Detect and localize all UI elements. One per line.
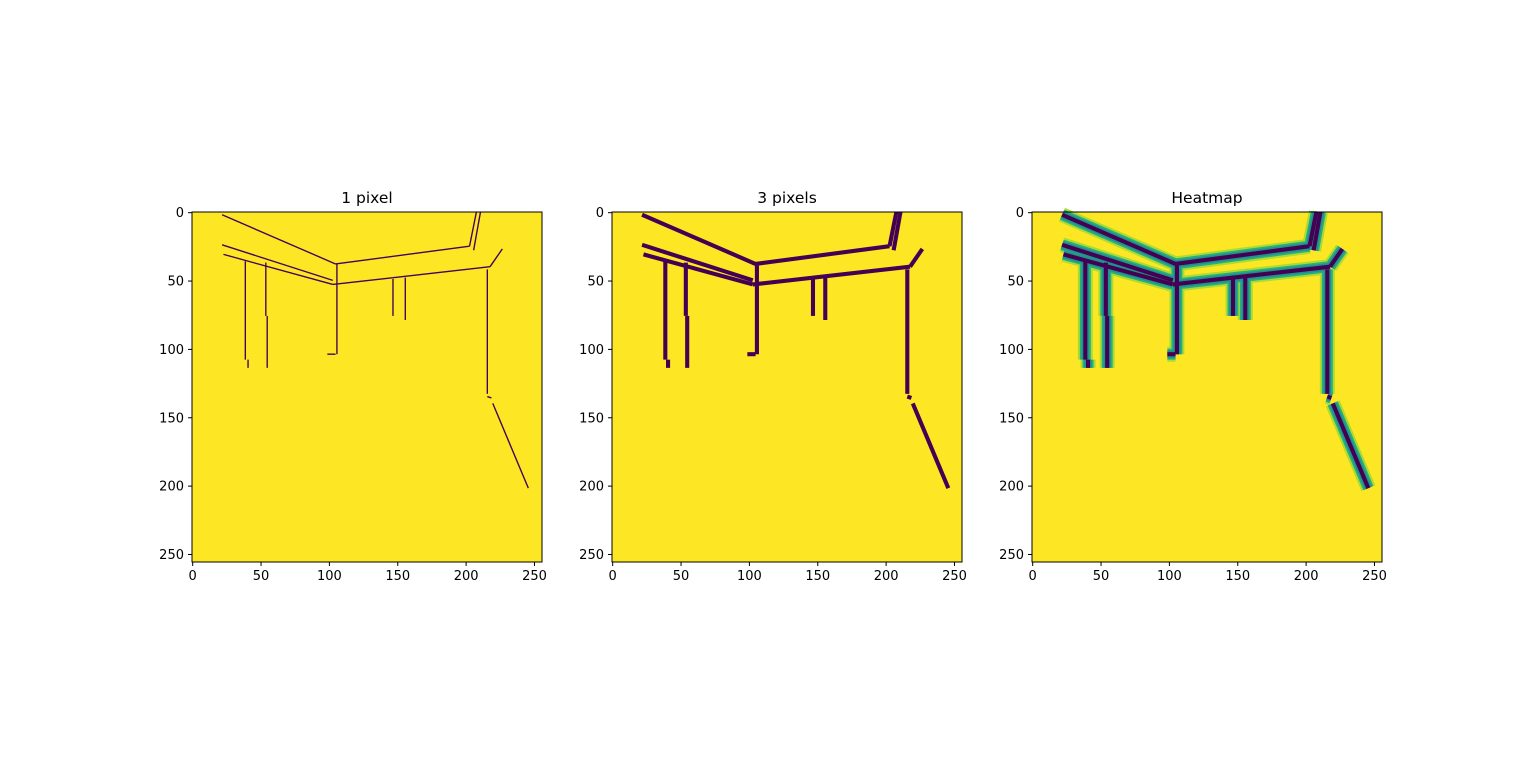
x-tick-label: 100 xyxy=(317,569,342,584)
image-area: 0 50 100 150 200 250 0 50 100 150 200 250 xyxy=(579,206,967,584)
y-tick-label: 100 xyxy=(579,343,604,358)
y-tick-label: 150 xyxy=(159,411,184,426)
x-tick-label: 100 xyxy=(737,569,762,584)
edge-line xyxy=(642,252,754,287)
axes-frame xyxy=(191,211,543,563)
y-tick-label: 250 xyxy=(159,548,184,563)
panel-title: Heatmap xyxy=(1171,189,1242,207)
edge-line xyxy=(887,211,899,247)
edge-line xyxy=(891,211,903,251)
edge-line xyxy=(1061,242,1174,283)
image-area: 0 50 100 150 200 250 0 50 100 150 200 250 xyxy=(159,206,547,584)
x-tick-label: 50 xyxy=(1093,569,1110,584)
axes-frame xyxy=(611,211,963,563)
y-tick-label: 200 xyxy=(999,480,1024,495)
edge-line xyxy=(1326,394,1333,400)
x-tick-label: 100 xyxy=(1157,569,1182,584)
edge-line xyxy=(1330,402,1371,489)
x-tick-label: 200 xyxy=(874,569,899,584)
y-tick-label: 0 xyxy=(1016,206,1024,221)
edge-line xyxy=(908,247,925,268)
edge-line xyxy=(221,214,336,265)
x-tick-label: 250 xyxy=(522,569,547,584)
edge-line xyxy=(468,211,478,247)
panel-3-pixels: 3 pixels 0 50 100 150 200 250 0 50 100 150 200 250 xyxy=(579,189,967,584)
image-area: 0 50 100 150 200 250 0 50 100 150 200 250 xyxy=(999,206,1387,584)
x-tick-label: 50 xyxy=(253,569,270,584)
y-tick-label: 150 xyxy=(579,411,604,426)
edge-line xyxy=(1172,264,1331,287)
edge-line xyxy=(223,253,334,286)
y-tick-label: 200 xyxy=(579,480,604,495)
image-background xyxy=(612,212,962,562)
y-tick-label: 0 xyxy=(176,206,184,221)
x-tick-label: 150 xyxy=(805,569,830,584)
y-tick-label: 100 xyxy=(999,343,1024,358)
edge-line xyxy=(221,244,334,282)
edge-line xyxy=(1307,211,1319,247)
y-tick-label: 0 xyxy=(596,206,604,221)
x-tick-label: 0 xyxy=(189,569,197,584)
edge-line xyxy=(472,211,482,251)
edge-line xyxy=(910,402,951,489)
edge-line xyxy=(641,212,757,266)
axes-frame xyxy=(1031,211,1383,563)
edge-line xyxy=(641,242,754,283)
y-tick-label: 250 xyxy=(579,548,604,563)
panel-title: 3 pixels xyxy=(757,189,817,207)
y-tick-label: 50 xyxy=(587,275,604,290)
edge-line xyxy=(492,403,529,489)
edge-line xyxy=(1311,211,1323,251)
y-tick-label: 50 xyxy=(167,275,184,290)
edge-line xyxy=(1062,252,1174,287)
x-tick-label: 250 xyxy=(942,569,967,584)
x-tick-label: 150 xyxy=(385,569,410,584)
edge-line xyxy=(489,248,503,268)
x-tick-label: 0 xyxy=(1029,569,1037,584)
edge-line xyxy=(1175,244,1310,266)
panel-title: 1 pixel xyxy=(341,189,392,207)
panel-heatmap: Heatmap 0 50 100 150 200 250 0 50 100 150 200 250 xyxy=(999,189,1387,584)
image-background xyxy=(192,212,542,562)
x-tick-label: 50 xyxy=(673,569,690,584)
x-tick-label: 0 xyxy=(609,569,617,584)
y-tick-label: 100 xyxy=(159,343,184,358)
edge-line xyxy=(487,395,492,399)
x-tick-label: 150 xyxy=(1225,569,1250,584)
x-tick-label: 200 xyxy=(1294,569,1319,584)
edge-line xyxy=(1061,212,1177,266)
edge-line xyxy=(335,245,470,265)
edge-line xyxy=(332,266,491,286)
y-tick-label: 250 xyxy=(999,548,1024,563)
x-tick-label: 250 xyxy=(1362,569,1387,584)
y-tick-label: 150 xyxy=(999,411,1024,426)
edge-line xyxy=(906,394,913,400)
edge-line xyxy=(752,264,911,287)
y-tick-label: 200 xyxy=(159,480,184,495)
panel-1-pixel: 1 pixel 0 50 100 150 200 250 0 50 100 150 200 250 xyxy=(159,189,547,584)
x-tick-label: 200 xyxy=(454,569,479,584)
edge-line xyxy=(755,244,890,266)
y-tick-label: 50 xyxy=(1007,275,1024,290)
edge-line xyxy=(1328,247,1345,268)
